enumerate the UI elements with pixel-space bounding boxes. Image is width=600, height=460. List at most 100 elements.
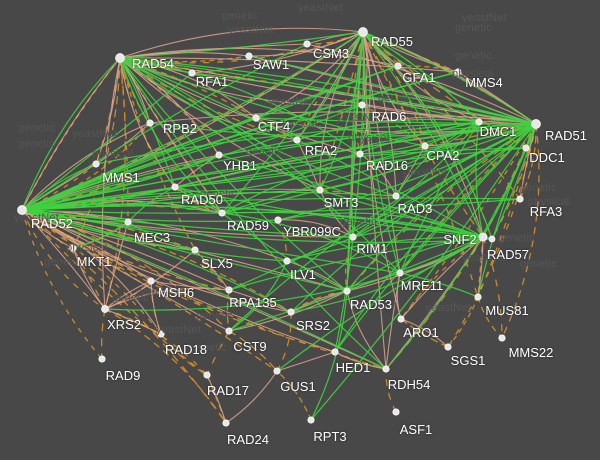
network-node-mkt1[interactable] <box>69 244 77 252</box>
network-node-mus81[interactable] <box>474 293 482 301</box>
network-node-ilv1[interactable] <box>283 257 291 265</box>
edge <box>352 229 484 238</box>
network-node-rad18[interactable] <box>157 330 165 338</box>
edge <box>21 147 527 211</box>
edge <box>221 189 321 214</box>
network-node-rfa1[interactable] <box>188 69 196 77</box>
network-node-gus1[interactable] <box>273 367 281 375</box>
edge <box>119 57 426 147</box>
edge <box>482 236 503 339</box>
network-node-sgs1[interactable] <box>444 343 452 351</box>
network-node-snf2[interactable] <box>478 232 488 242</box>
network-node-rad57[interactable] <box>488 235 496 243</box>
edge <box>21 139 298 211</box>
edge <box>95 57 121 165</box>
network-node-rad6[interactable] <box>358 101 366 109</box>
network-node-aro1[interactable] <box>397 315 405 323</box>
edge <box>72 221 129 249</box>
edge <box>104 272 401 311</box>
edge <box>319 189 484 238</box>
edge <box>346 31 364 292</box>
network-node-mms4[interactable] <box>454 68 462 76</box>
edge <box>21 209 387 370</box>
network-node-rad59[interactable] <box>218 209 226 217</box>
edge <box>101 57 121 310</box>
edge <box>206 374 227 424</box>
edge <box>255 117 537 125</box>
edge <box>119 57 129 223</box>
node-markers[interactable] <box>17 27 541 427</box>
network-node-rpa135[interactable] <box>225 286 233 294</box>
network-node-ctf4[interactable] <box>252 114 260 122</box>
network-node-rad24[interactable] <box>222 419 230 427</box>
network-node-rad54[interactable] <box>115 53 125 63</box>
edge <box>248 55 537 125</box>
network-node-gfa1[interactable] <box>394 62 402 70</box>
edge <box>119 57 348 292</box>
network-node-mec3[interactable] <box>124 218 132 226</box>
edge <box>72 247 106 310</box>
edge <box>400 318 449 348</box>
edge <box>221 211 484 238</box>
network-node-msh6[interactable] <box>147 277 155 285</box>
network-node-ybr099c[interactable] <box>274 216 282 224</box>
edge <box>447 123 537 348</box>
edge <box>276 370 312 421</box>
edge <box>248 31 364 57</box>
edge <box>475 121 484 238</box>
network-node-srs2[interactable] <box>287 308 295 316</box>
network-node-saw1[interactable] <box>245 52 253 60</box>
edge <box>21 65 399 211</box>
edge <box>174 186 223 214</box>
network-node-rad9[interactable] <box>98 355 106 363</box>
edge <box>310 290 348 421</box>
edge <box>21 197 521 211</box>
network-node-csm3[interactable] <box>303 40 311 48</box>
network-node-asf1[interactable] <box>392 408 400 416</box>
network-node-rad52[interactable] <box>17 205 27 215</box>
edge <box>362 31 537 125</box>
edge <box>218 123 537 156</box>
edge <box>491 123 537 240</box>
edge <box>400 236 484 320</box>
network-node-mms1[interactable] <box>92 160 100 168</box>
network-node-rad51[interactable] <box>531 119 541 129</box>
network-node-rpt3[interactable] <box>307 416 315 424</box>
edge <box>362 31 480 123</box>
edge <box>119 57 298 141</box>
edge <box>225 370 278 424</box>
edge <box>21 209 292 313</box>
network-node-rad55[interactable] <box>358 27 368 37</box>
network-node-slx5[interactable] <box>191 246 199 254</box>
network-node-ddc1[interactable] <box>522 144 530 152</box>
edge <box>400 318 449 348</box>
network-node-rad17[interactable] <box>203 371 211 379</box>
network-node-rad53[interactable] <box>343 287 351 295</box>
network-node-xrs2[interactable] <box>101 305 109 313</box>
network-node-smt3[interactable] <box>316 186 324 194</box>
network-node-rfa2[interactable] <box>293 136 301 144</box>
network-node-rfa3[interactable] <box>516 195 524 203</box>
network-node-mre11[interactable] <box>396 269 404 277</box>
network-node-rad3[interactable] <box>392 192 400 200</box>
edge <box>345 236 354 292</box>
network-node-rdh54[interactable] <box>382 365 390 373</box>
edge <box>319 123 537 191</box>
edge <box>119 57 459 73</box>
network-node-yhb1[interactable] <box>215 151 223 159</box>
edge <box>277 123 537 221</box>
edge <box>174 186 223 214</box>
network-node-mms22[interactable] <box>498 334 506 342</box>
network-node-cst9[interactable] <box>225 327 233 335</box>
network-node-rpb2[interactable] <box>146 119 154 127</box>
edge <box>119 57 387 370</box>
network-node-cpa2[interactable] <box>421 142 429 150</box>
network-node-rad16[interactable] <box>356 150 364 158</box>
network-node-dmc1[interactable] <box>475 118 483 126</box>
edge <box>104 308 227 424</box>
network-node-rad50[interactable] <box>171 183 179 191</box>
network-node-rim1[interactable] <box>349 233 357 241</box>
network-node-hed1[interactable] <box>331 348 339 356</box>
edge <box>206 330 230 376</box>
